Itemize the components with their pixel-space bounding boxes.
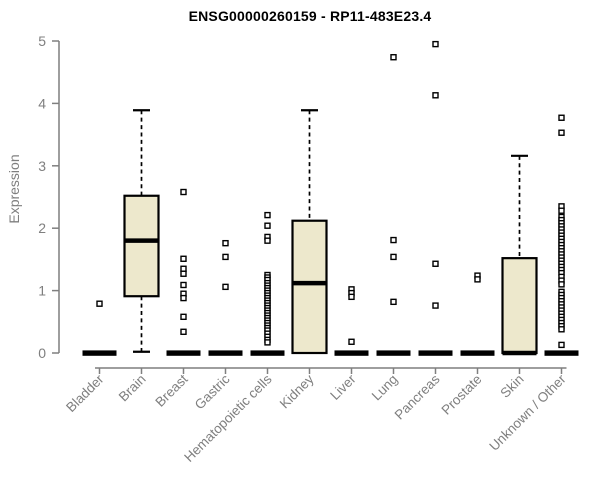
y-tick-label: 2: [38, 220, 46, 236]
y-tick-label: 1: [38, 283, 46, 299]
y-tick-label: 4: [38, 95, 46, 111]
x-tick-label: Prostate: [438, 372, 484, 418]
x-tick-label: Skin: [497, 372, 526, 401]
outlier-point: [264, 237, 271, 244]
outlier-point: [474, 276, 481, 283]
outlier-point: [432, 40, 439, 48]
y-tick-label: 5: [38, 33, 46, 49]
outlier-point: [558, 207, 565, 214]
outlier-point: [180, 281, 187, 289]
box-10: [501, 257, 538, 355]
outlier-point: [180, 255, 187, 262]
collapsed-box-0: [82, 350, 117, 356]
outlier-point: [348, 338, 355, 345]
collapsed-box-3: [208, 350, 243, 356]
outlier-point: [180, 328, 187, 335]
x-tick-label: Kidney: [277, 371, 317, 411]
collapsed-box-9: [460, 350, 495, 356]
collapsed-box-7: [376, 350, 411, 356]
outlier-point: [390, 236, 397, 244]
x-tick-label: Brain: [116, 372, 149, 405]
outlier-point: [180, 188, 187, 196]
box-5: [291, 219, 328, 355]
outlier-point: [558, 114, 565, 121]
x-tick-label: Bladder: [63, 371, 107, 415]
outlier-point: [348, 293, 355, 301]
outlier-point: [390, 253, 397, 261]
x-tick-label: Liver: [327, 371, 359, 403]
outlier-point: [558, 341, 565, 349]
y-tick-label: 0: [38, 345, 46, 361]
x-tick-label: Unknown / Other: [486, 371, 569, 454]
x-tick-label: Gastric: [192, 371, 233, 412]
x-tick-label: Breast: [152, 371, 190, 409]
outlier-point: [390, 298, 397, 306]
collapsed-box-11: [544, 350, 579, 356]
outlier-point: [96, 300, 103, 307]
collapsed-box-8: [418, 350, 453, 356]
y-axis-title: Expression: [6, 154, 22, 224]
outlier-point: [180, 270, 187, 277]
outlier-point: [222, 283, 229, 291]
collapsed-box-2: [166, 350, 201, 356]
outlier-point: [558, 281, 565, 288]
outlier-point: [432, 92, 439, 99]
outlier-point: [432, 302, 439, 309]
box-1: [123, 194, 160, 298]
x-tick-label: Lung: [369, 372, 401, 404]
outlier-point: [180, 265, 187, 272]
outlier-point: [390, 54, 397, 61]
chart-title: ENSG00000260159 - RP11-483E23.4: [188, 8, 432, 24]
outlier-point: [222, 253, 229, 261]
collapsed-box-6: [334, 350, 369, 356]
outlier-point: [264, 222, 271, 229]
outlier-point: [264, 339, 271, 346]
collapsed-box-4: [250, 350, 285, 356]
outlier-point: [432, 260, 439, 267]
x-tick-label: Pancreas: [392, 371, 443, 422]
outlier-point: [558, 326, 565, 333]
outlier-point: [264, 211, 271, 219]
outlier-point: [180, 294, 187, 302]
outlier-point: [558, 129, 565, 136]
outlier-point: [180, 313, 187, 321]
outlier-point: [222, 239, 229, 247]
y-tick-label: 3: [38, 158, 46, 174]
